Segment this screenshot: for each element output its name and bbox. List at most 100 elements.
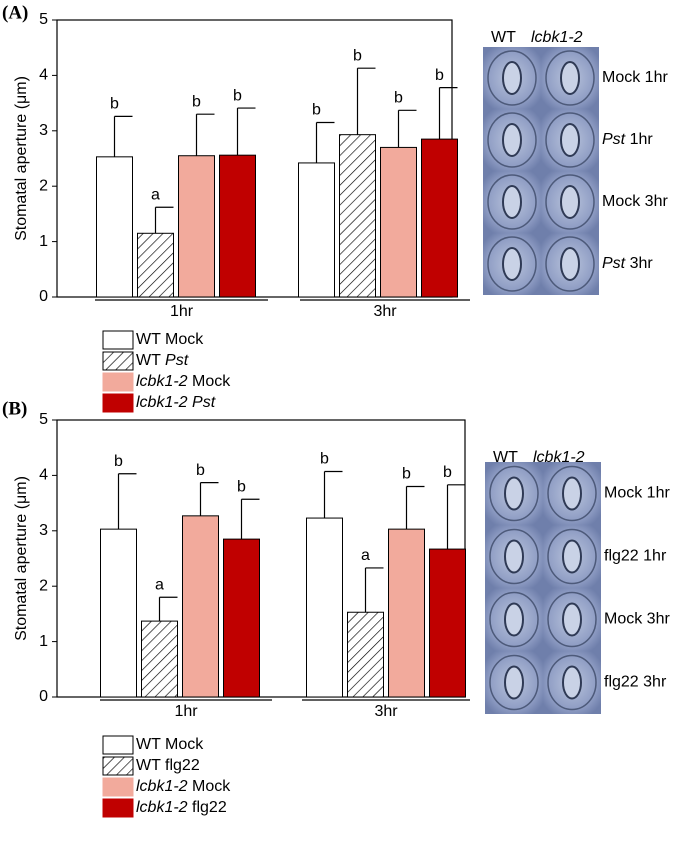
guard-cell	[547, 654, 597, 711]
image-column-label: WT	[491, 29, 516, 46]
significance-letter: b	[237, 478, 246, 495]
legend-swatch	[102, 372, 134, 392]
stoma-pore	[504, 665, 524, 700]
significance-letter: b	[110, 96, 119, 113]
x-tick-label: 1hr	[170, 303, 194, 320]
stoma-pore	[562, 476, 582, 511]
bar	[429, 548, 466, 698]
significance-letter: b	[353, 47, 362, 64]
stoma-pore	[562, 602, 582, 637]
x-tick-label: 1hr	[174, 703, 198, 720]
significance-letter: b	[114, 453, 123, 470]
y-axis-label: Stomatal aperture (μm)	[13, 476, 30, 641]
y-tick-label: 1	[39, 233, 48, 250]
bar	[178, 155, 215, 298]
guard-cell	[545, 236, 595, 292]
legend-label: WT flg22	[136, 757, 200, 774]
image-column-label: lcbk1-2	[533, 449, 585, 466]
image-row-label: Pst 3hr	[602, 255, 653, 272]
legend-label: WT Mock	[136, 736, 204, 753]
significance-letter: b	[192, 93, 201, 110]
image-row-label: flg22 3hr	[604, 674, 667, 691]
bar	[182, 515, 219, 698]
stoma-pore	[560, 123, 580, 157]
guard-cell	[489, 465, 539, 522]
image-row-label: Pst 1hr	[602, 131, 653, 148]
stoma-pore	[502, 123, 522, 157]
image-row-label: Mock 1hr	[602, 69, 668, 86]
y-tick-label: 0	[39, 288, 48, 305]
bar	[137, 232, 174, 298]
guard-cell	[547, 465, 597, 522]
legend-swatch	[102, 330, 134, 350]
legend-label: lcbk1-2 Mock	[136, 373, 231, 390]
stoma-pore	[562, 665, 582, 700]
significance-letter: b	[233, 87, 242, 104]
panel-tag: (B)	[2, 398, 27, 419]
significance-letter: a	[151, 186, 160, 203]
legend-swatch	[102, 351, 134, 371]
x-tick-label: 3hr	[374, 703, 398, 720]
y-tick-label: 5	[39, 11, 48, 28]
legend-label: lcbk1-2 flg22	[136, 799, 227, 816]
guard-cell	[545, 50, 595, 106]
y-tick-label: 3	[39, 122, 48, 139]
guard-cell	[489, 654, 539, 711]
guard-cell	[487, 174, 537, 230]
bar	[388, 528, 425, 698]
stoma-pore	[560, 247, 580, 281]
significance-letter: a	[155, 576, 164, 593]
y-axis-label: Stomatal aperture (μm)	[13, 76, 30, 241]
significance-letter: b	[196, 462, 205, 479]
significance-letter: b	[402, 466, 411, 483]
legend-label: lcbk1-2 Mock	[136, 778, 231, 795]
significance-letter: b	[435, 67, 444, 84]
bar	[347, 611, 384, 698]
guard-cell	[545, 112, 595, 168]
legend-label: lcbk1-2 Pst	[136, 394, 216, 411]
stoma-pore	[560, 185, 580, 219]
guard-cell	[487, 236, 537, 292]
stoma-pore	[504, 539, 524, 574]
guard-cell	[487, 50, 537, 106]
bar	[100, 528, 137, 698]
stoma-pore	[504, 476, 524, 511]
stoma-pore	[502, 61, 522, 95]
significance-letter: b	[312, 102, 321, 119]
y-tick-label: 0	[39, 688, 48, 705]
y-tick-label: 4	[39, 467, 48, 484]
legend-swatch	[102, 777, 134, 797]
significance-letter: a	[361, 547, 370, 564]
bar	[339, 134, 376, 298]
image-row-label: Mock 3hr	[604, 611, 670, 628]
image-row-label: Mock 3hr	[602, 193, 668, 210]
legend-label: WT Mock	[136, 331, 204, 348]
y-tick-label: 5	[39, 411, 48, 428]
stoma-pore	[560, 61, 580, 95]
bar	[141, 620, 178, 698]
bar	[96, 156, 133, 298]
stoma-pore	[562, 539, 582, 574]
bar	[421, 138, 458, 298]
bar	[219, 154, 256, 298]
image-row-label: flg22 1hr	[604, 548, 667, 565]
significance-letter: b	[394, 90, 403, 107]
image-column-label: lcbk1-2	[531, 29, 583, 46]
bar	[223, 538, 260, 698]
panel-tag: (A)	[2, 2, 28, 23]
legend-label: WT Pst	[136, 352, 189, 369]
x-tick-label: 3hr	[373, 303, 397, 320]
guard-cell	[547, 528, 597, 585]
y-tick-label: 1	[39, 633, 48, 650]
bar	[306, 517, 343, 698]
y-tick-label: 2	[39, 177, 48, 194]
guard-cell	[545, 174, 595, 230]
guard-cell	[547, 591, 597, 648]
y-tick-label: 2	[39, 577, 48, 594]
legend-swatch	[102, 798, 134, 818]
y-tick-label: 3	[39, 522, 48, 539]
stoma-pore	[502, 185, 522, 219]
guard-cell	[487, 112, 537, 168]
significance-letter: b	[320, 451, 329, 468]
